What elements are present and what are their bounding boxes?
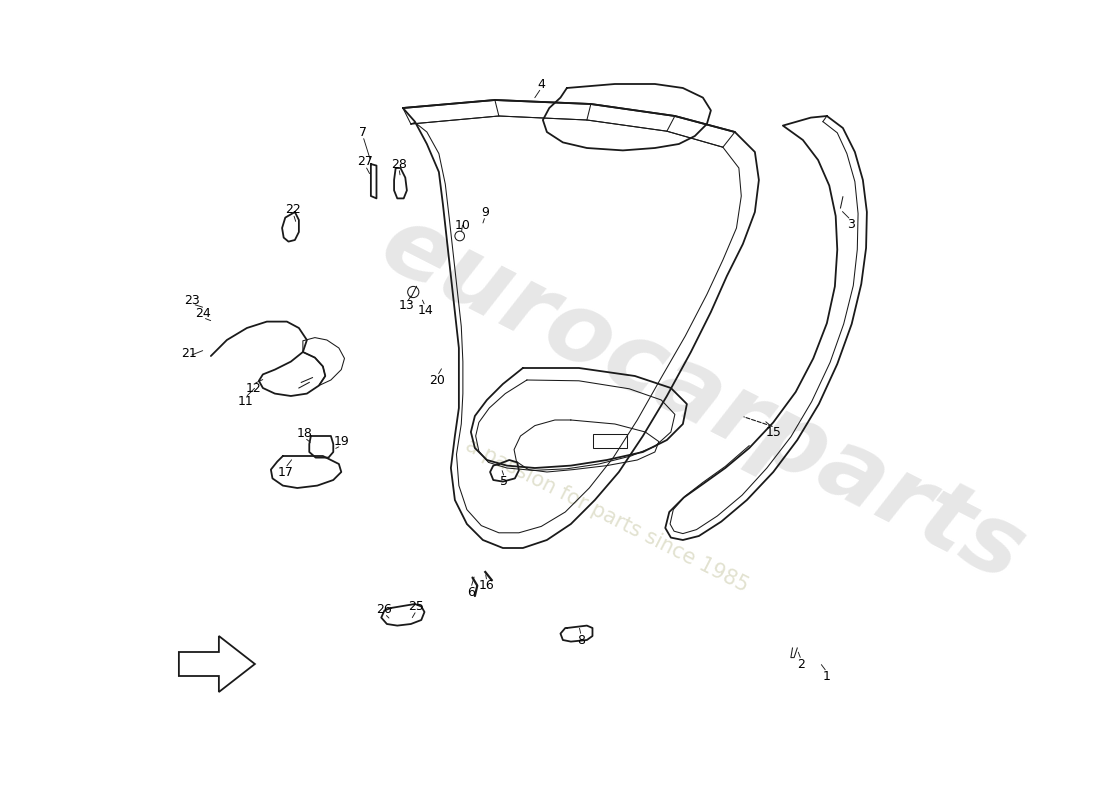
Text: 19: 19 (333, 435, 349, 448)
Text: 14: 14 (417, 304, 433, 317)
Text: 28: 28 (390, 158, 407, 170)
Text: eurocarparts: eurocarparts (366, 198, 1039, 602)
Text: a passion for parts since 1985: a passion for parts since 1985 (462, 435, 751, 597)
Text: 12: 12 (245, 382, 261, 394)
Text: 21: 21 (182, 347, 197, 360)
Text: 15: 15 (766, 426, 781, 438)
Text: 18: 18 (297, 427, 312, 440)
Text: 4: 4 (537, 78, 546, 90)
Text: 25: 25 (408, 600, 425, 613)
Bar (593, 434, 627, 448)
Text: 27: 27 (358, 155, 373, 168)
Text: 22: 22 (285, 203, 301, 216)
Text: 26: 26 (376, 603, 393, 616)
Text: 2: 2 (798, 658, 805, 670)
Text: 13: 13 (399, 299, 415, 312)
Text: 5: 5 (500, 475, 508, 488)
Text: 11: 11 (238, 395, 253, 408)
Text: 1: 1 (823, 670, 830, 682)
Text: 16: 16 (478, 579, 495, 592)
Text: 6: 6 (466, 586, 475, 598)
Text: 10: 10 (455, 219, 471, 232)
Text: 9: 9 (482, 206, 490, 218)
Text: 23: 23 (185, 294, 200, 306)
Text: 8: 8 (578, 634, 585, 646)
Text: 7: 7 (359, 126, 367, 138)
Text: 17: 17 (277, 466, 294, 478)
Text: 24: 24 (195, 307, 211, 320)
Text: 20: 20 (429, 374, 446, 386)
Text: 3: 3 (847, 218, 855, 230)
